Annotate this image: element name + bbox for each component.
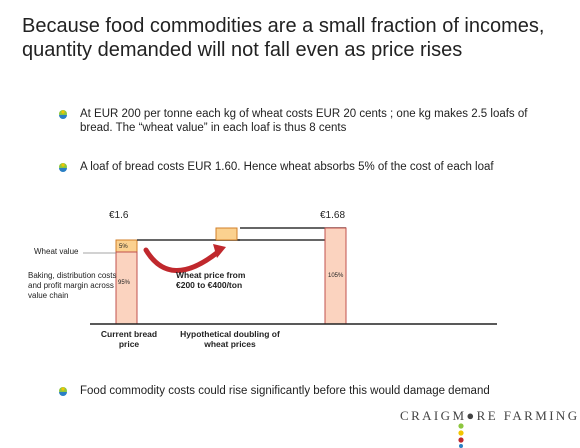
brand-dots-icon: [458, 423, 464, 448]
wheat-value-label: Wheat value: [34, 247, 79, 256]
baking-segment: [115, 251, 138, 325]
bullet-text-3: Food commodity costs could rise signific…: [80, 385, 490, 397]
baking-pct-label: 95%: [118, 280, 131, 286]
current-price-label: Current bread price: [100, 329, 158, 349]
bullet-text-2: A loaf of bread costs EUR 1.60. Hence wh…: [80, 161, 494, 173]
price-after-label: €1.68: [320, 210, 346, 221]
bullet-dot-icon: [59, 387, 67, 396]
slide-title: Because food commodities are a small fra…: [22, 15, 545, 61]
arrow-label: Wheat price from €200 to €400/ton: [176, 270, 246, 290]
bullet-dot-icon: [59, 163, 67, 172]
brand-logo-text: CRAIGM●RE FARMING: [400, 408, 580, 423]
curved-arrow-icon: [143, 244, 226, 273]
bullet-dot-icon: [59, 110, 67, 119]
wheat-pointer-line: [83, 252, 116, 254]
after-pct-label: 105%: [328, 273, 344, 279]
hypothetical-label: Hypothetical doubling of wheat prices: [180, 329, 280, 349]
baking-label: Baking, distribution costs and profit ma…: [28, 271, 117, 300]
wheat-pct-label: 5%: [119, 244, 128, 250]
bullet-text-1: At EUR 200 per tonne each kg of wheat co…: [80, 108, 528, 134]
doubled-wheat-segment: [215, 227, 238, 241]
price-before-label: €1.6: [109, 210, 129, 221]
